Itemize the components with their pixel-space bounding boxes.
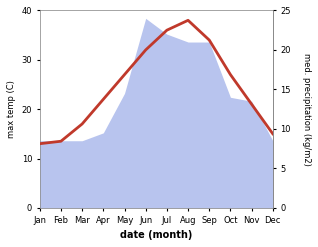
Y-axis label: med. precipitation (kg/m2): med. precipitation (kg/m2) <box>302 53 311 165</box>
Y-axis label: max temp (C): max temp (C) <box>7 80 16 138</box>
X-axis label: date (month): date (month) <box>120 230 192 240</box>
